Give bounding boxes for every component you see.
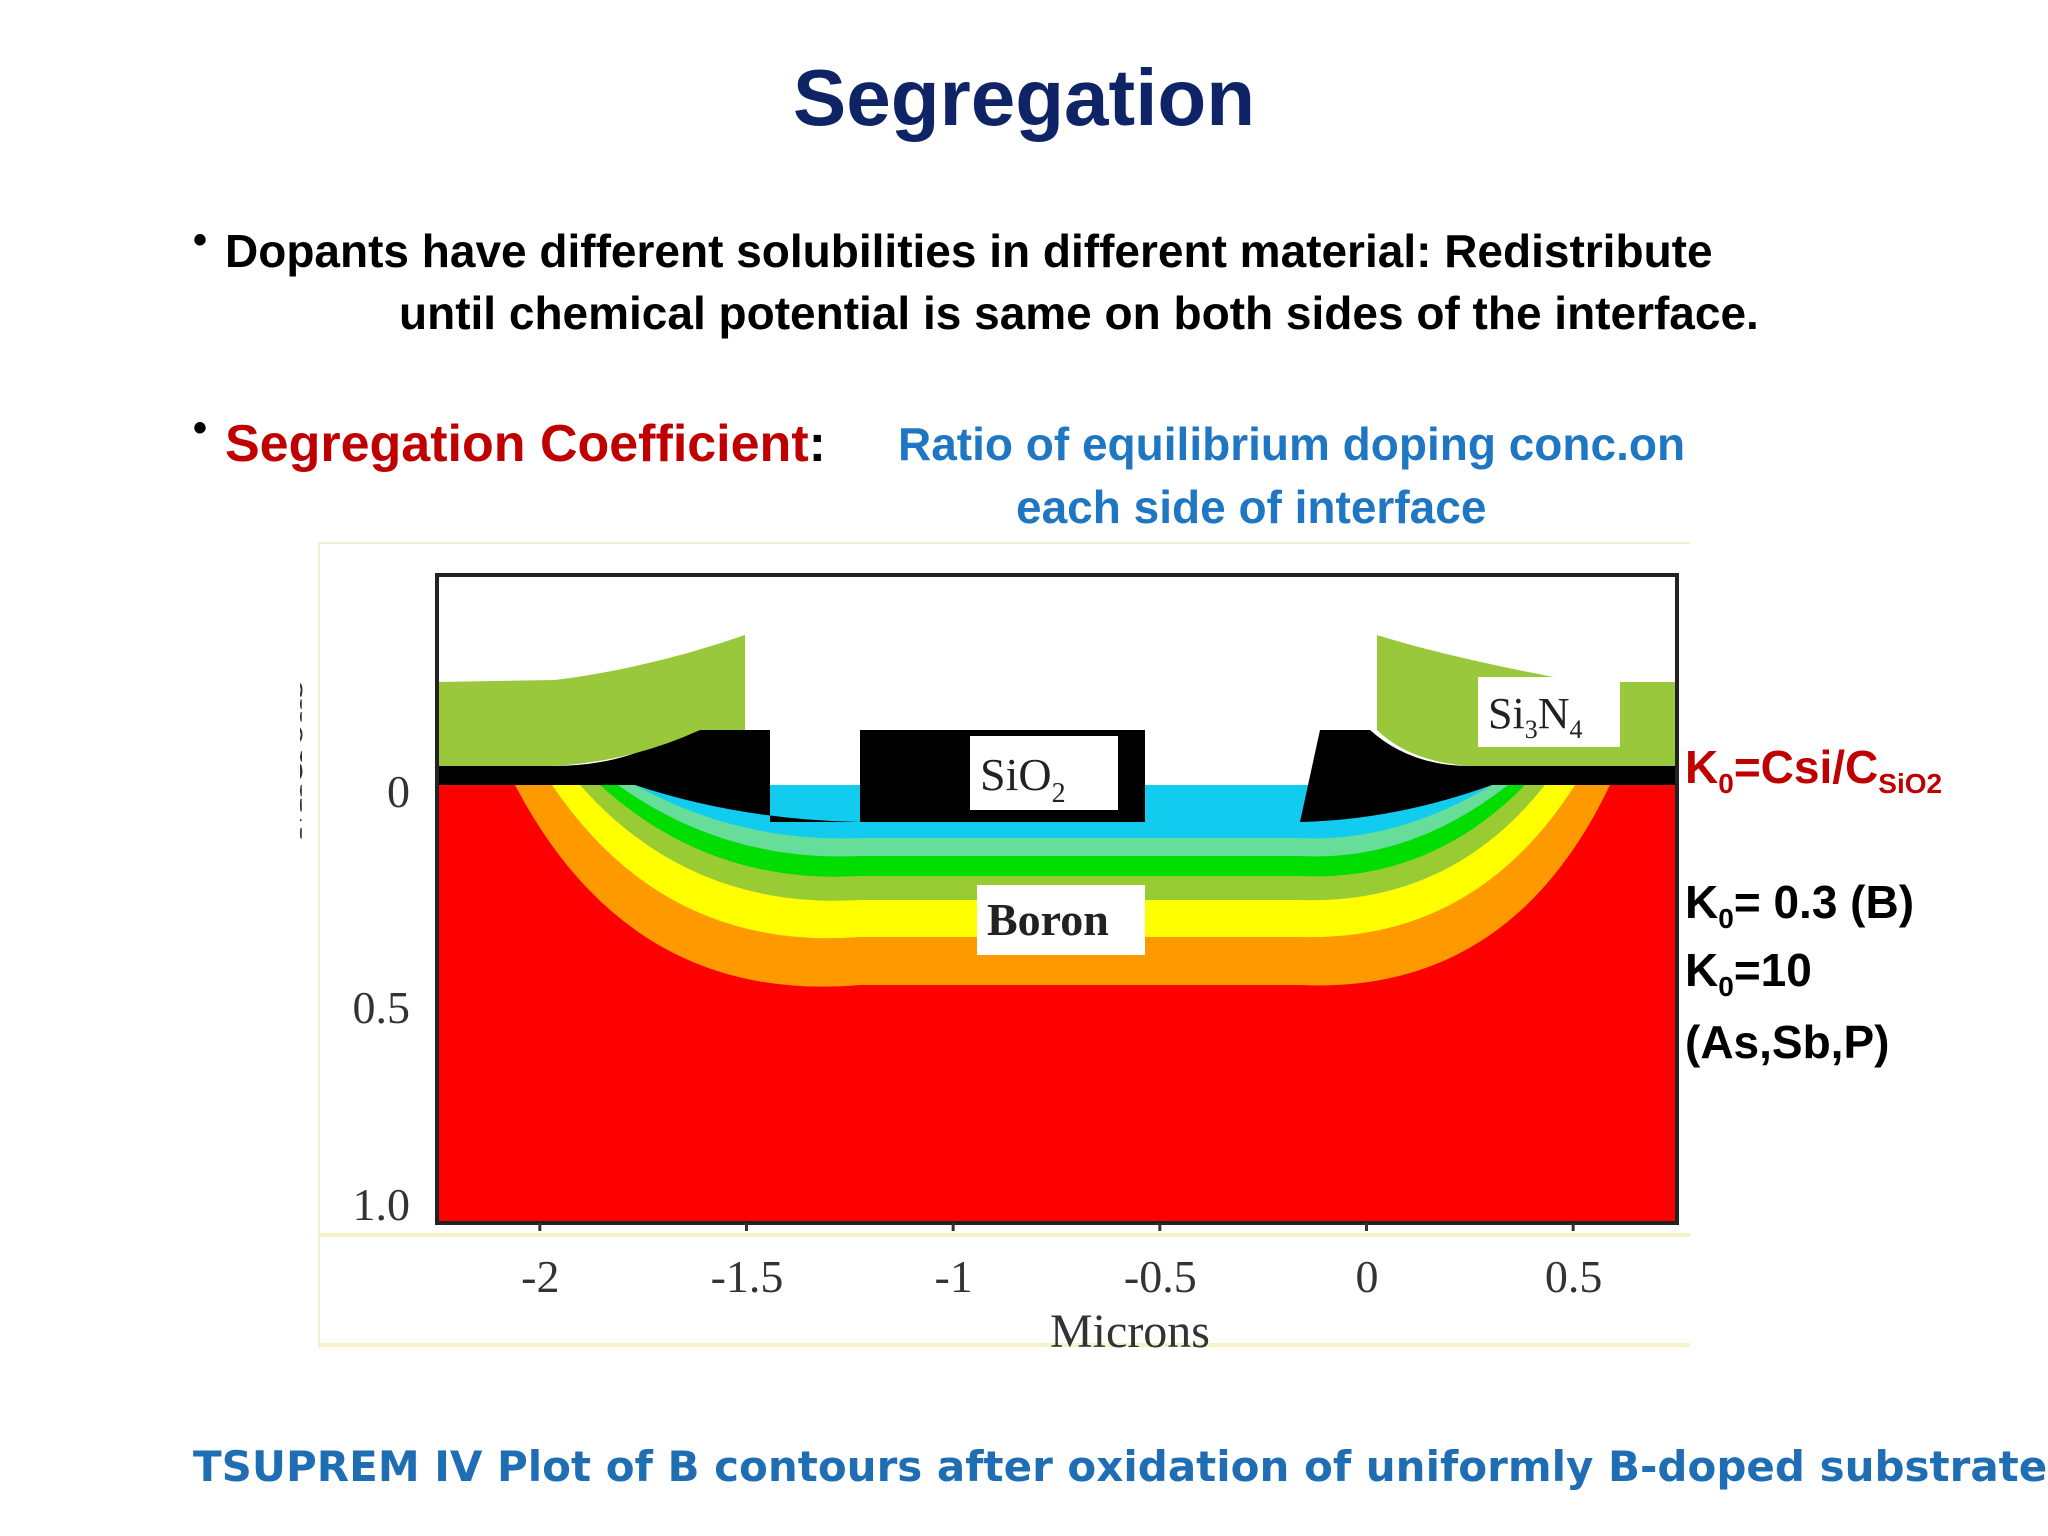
y-tick-label: 0 — [387, 766, 410, 817]
si3n4-left — [437, 635, 745, 766]
slide-title: Segregation — [792, 53, 1256, 142]
bullet-2-term: • Segregation Coefficient: — [193, 408, 826, 473]
plot-frame — [435, 573, 1679, 1225]
k-base: K — [1685, 741, 1719, 793]
oxide-label: SiO2 — [980, 749, 1066, 809]
k-eq-text: =Csi/C — [1733, 741, 1879, 793]
x-tick-mark — [951, 1223, 955, 1231]
bullet-1-text-1: Dopants have different solubilities in d… — [225, 225, 1713, 277]
k0-donors: K0=10 — [1685, 943, 1812, 1003]
y-tick-label: 1.0 — [353, 1179, 411, 1230]
k-base: K — [1685, 944, 1719, 996]
x-tick-label: -2 — [521, 1251, 559, 1302]
k0-definition: K0=Csi/CSiO2 — [1685, 740, 1942, 800]
segregation-coefficient-term: Segregation Coefficient — [225, 415, 809, 473]
k-base: K — [1685, 876, 1719, 928]
figure-frame-top — [318, 542, 1690, 544]
figure-caption: TSUPREM IV Plot of B contours after oxid… — [193, 1442, 2048, 1491]
k-sub-sio2: SiO2 — [1878, 768, 1943, 800]
nitride-label: Si3N4 — [1488, 689, 1582, 744]
k-value: = 0.3 (B) — [1733, 876, 1915, 928]
term-colon: : — [808, 415, 826, 473]
x-tick-label: -0.5 — [1124, 1251, 1197, 1302]
x-tick-label: -1 — [935, 1251, 973, 1302]
x-axis-label: Microns — [1050, 1305, 1210, 1358]
bullet-1-line-2: until chemical potential is same on both… — [399, 287, 1759, 339]
figure-frame-left — [318, 542, 320, 1348]
x-tick-mark — [745, 1223, 748, 1231]
x-tick-mark — [1571, 1223, 1575, 1231]
bullet-1-line-1: • Dopants have different solubilities in… — [193, 220, 1713, 277]
k-sub: 0 — [1718, 903, 1734, 935]
x-tick-labels: -2 -1.5 -1 -0.5 0 0.5 — [521, 1223, 1602, 1302]
y-axis-label: Microns — [300, 680, 313, 840]
figure-frame-mid — [318, 1233, 1690, 1237]
definition-line-1: Ratio of equilibrium doping conc.on — [898, 418, 1686, 470]
x-tick-mark — [1365, 1223, 1368, 1231]
boron-label: Boron — [987, 894, 1109, 945]
bullet-dot: • — [193, 218, 208, 262]
oxide-label-box — [970, 736, 1118, 810]
bullet-dot: • — [193, 406, 208, 450]
k-value: =10 — [1733, 944, 1812, 996]
tsuprem-plot: Si3N4 SiO2 Boron -2 -1.5 -1 -0.5 0 0.5 0 0.5 1.… — [300, 540, 1690, 1370]
k-sub: 0 — [1718, 768, 1734, 800]
x-tick-mark — [1158, 1223, 1162, 1231]
y-tick-label: 0.5 — [353, 982, 411, 1033]
y-tick-labels: 0 0.5 1.0 — [353, 766, 411, 1230]
k0-donor-list: (As,Sb,P) — [1685, 1016, 1890, 1068]
x-tick-label: 0 — [1356, 1251, 1379, 1302]
x-tick-label: 0.5 — [1545, 1251, 1603, 1302]
boron-contour-chart: Si3N4 SiO2 Boron -2 -1.5 -1 -0.5 0 0.5 0 0.5 1.… — [300, 542, 1690, 1358]
boron-label-box — [977, 885, 1145, 955]
definition-line-2: each side of interface — [1016, 481, 1487, 533]
k0-boron: K0= 0.3 (B) — [1685, 875, 1914, 935]
x-tick-mark — [538, 1223, 542, 1231]
k-sub: 0 — [1718, 971, 1734, 1003]
figure-frame-bottom — [318, 1343, 1690, 1347]
nitride-label-box — [1478, 677, 1620, 747]
x-tick-label: -1.5 — [711, 1251, 784, 1302]
